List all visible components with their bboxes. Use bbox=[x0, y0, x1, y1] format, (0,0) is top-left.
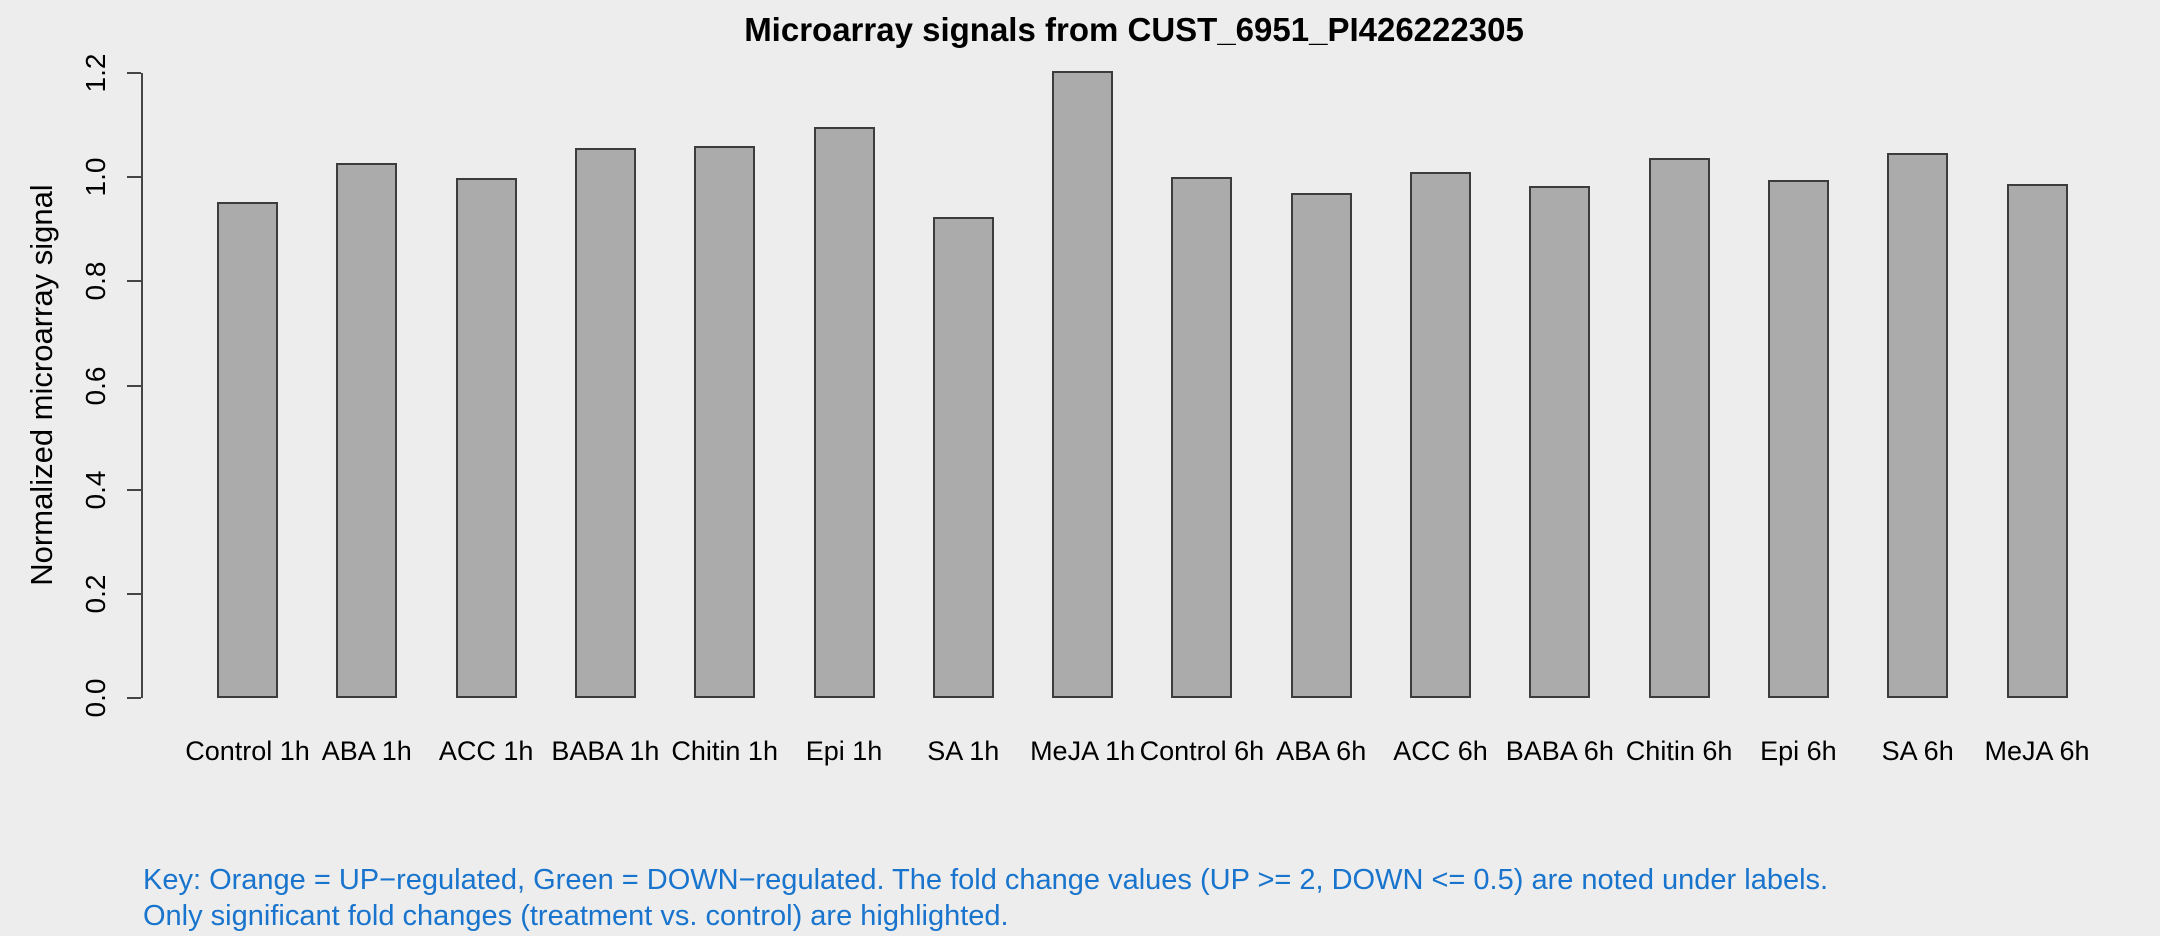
x-tick-label-acc-6h: ACC 6h bbox=[1393, 736, 1488, 766]
y-tick-mark-0.6 bbox=[127, 384, 141, 387]
bar-control-6h bbox=[1171, 177, 1233, 698]
x-tick-label-sa-1h: SA 1h bbox=[927, 736, 1000, 766]
bar-chitin-1h bbox=[694, 146, 756, 698]
y-tick-mark-0.8 bbox=[127, 280, 141, 283]
y-tick-mark-0.0 bbox=[127, 697, 141, 699]
x-tick-label-epi-6h: Epi 6h bbox=[1760, 736, 1837, 766]
y-axis-label: Normalized microarray signal bbox=[24, 184, 59, 586]
y-tick-mark-1.2 bbox=[127, 72, 141, 74]
y-axis-line bbox=[141, 73, 143, 698]
bar-meja-1h bbox=[1052, 71, 1114, 698]
x-tick-label-chitin-1h: Chitin 1h bbox=[671, 736, 778, 766]
bar-baba-6h bbox=[1529, 186, 1591, 698]
bar-acc-1h bbox=[455, 178, 517, 698]
y-tick-label-0.2: 0.2 bbox=[80, 574, 111, 614]
x-tick-label-sa-6h: SA 6h bbox=[1881, 736, 1954, 766]
y-tick-mark-0.4 bbox=[127, 488, 141, 491]
key-text-line1: Key: Orange = UP−regulated, Green = DOWN… bbox=[143, 864, 1829, 896]
x-tick-label-baba-1h: BABA 1h bbox=[551, 736, 660, 766]
x-tick-label-meja-6h: MeJA 6h bbox=[1984, 736, 2090, 766]
x-tick-label-chitin-6h: Chitin 6h bbox=[1625, 736, 1733, 766]
x-tick-label-acc-1h: ACC 1h bbox=[438, 736, 534, 766]
x-tick-label-control-6h: Control 6h bbox=[1139, 736, 1265, 766]
bar-epi-1h bbox=[813, 127, 875, 698]
x-tick-label-control-1h: Control 1h bbox=[185, 736, 310, 766]
y-tick-label-1.0: 1.0 bbox=[80, 157, 111, 197]
y-tick-label-1.2: 1.2 bbox=[80, 53, 111, 93]
y-tick-mark-0.2 bbox=[127, 592, 141, 595]
y-tick-label-0.4: 0.4 bbox=[80, 470, 111, 510]
bar-aba-6h bbox=[1290, 193, 1352, 698]
chart-title: Microarray signals from CUST_6951_PI4262… bbox=[744, 11, 1524, 48]
key-text-line2: Only significant fold changes (treatment… bbox=[143, 900, 1009, 932]
bar-aba-1h bbox=[336, 162, 398, 698]
x-tick-label-aba-6h: ABA 6h bbox=[1276, 736, 1367, 766]
y-tick-label-0.6: 0.6 bbox=[80, 366, 111, 405]
bar-epi-6h bbox=[1767, 180, 1829, 698]
bar-sa-6h bbox=[1887, 153, 1949, 698]
bar-sa-1h bbox=[932, 216, 994, 698]
x-tick-label-meja-1h: MeJA 1h bbox=[1030, 736, 1136, 766]
y-tick-mark-1.0 bbox=[127, 176, 141, 179]
y-tick-label-0.8: 0.8 bbox=[80, 261, 111, 301]
bar-meja-6h bbox=[2006, 184, 2068, 698]
bar-acc-6h bbox=[1410, 171, 1471, 698]
bar-chitin-6h bbox=[1648, 157, 1710, 698]
y-tick-label-0.0: 0.0 bbox=[80, 678, 111, 718]
bar-baba-1h bbox=[574, 148, 636, 698]
bar-control-1h bbox=[217, 201, 278, 698]
x-tick-label-epi-1h: Epi 1h bbox=[805, 736, 883, 766]
x-tick-label-baba-6h: BABA 6h bbox=[1505, 736, 1614, 766]
x-tick-label-aba-1h: ABA 1h bbox=[321, 736, 412, 766]
